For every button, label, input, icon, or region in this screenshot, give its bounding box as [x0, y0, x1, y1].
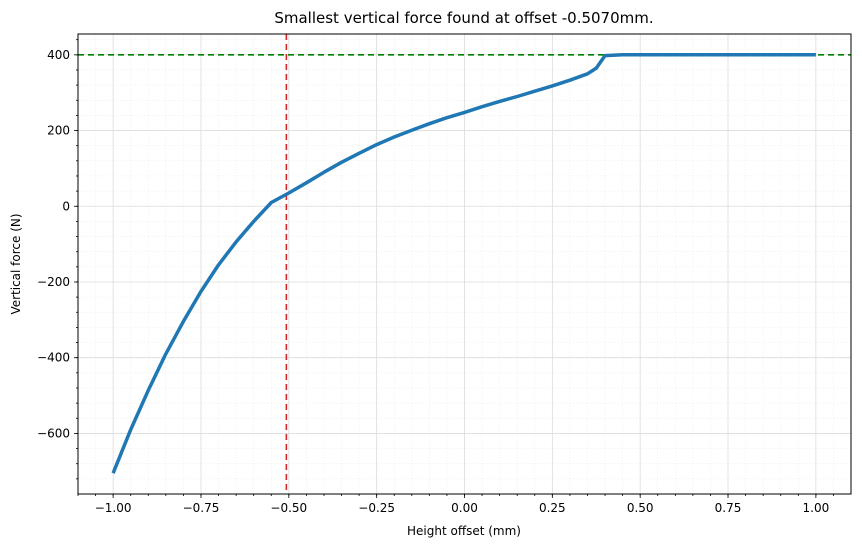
- x-tick-label: −0.25: [358, 501, 395, 515]
- y-tick-label: 0: [62, 199, 70, 213]
- series-line: [111, 53, 816, 474]
- y-tick-label: −600: [37, 426, 70, 440]
- x-tick-label: −1.00: [95, 501, 132, 515]
- y-tick-label: −200: [37, 275, 70, 289]
- x-tick-label: −0.50: [270, 501, 307, 515]
- x-tick-label: −0.75: [183, 501, 220, 515]
- x-tick-label: 0.75: [715, 501, 742, 515]
- y-tick-label: −400: [37, 351, 70, 365]
- x-tick-label: 0.00: [451, 501, 478, 515]
- series-layer: [111, 53, 816, 474]
- x-axis-label: Height offset (mm): [407, 524, 521, 538]
- x-tick-label: 1.00: [803, 501, 830, 515]
- x-axis-ticks: −1.00 −0.75 −0.50 −0.25 0.00 0.25 0.50 0.75 1.00: [77, 494, 834, 515]
- x-tick-label: 0.25: [539, 501, 566, 515]
- y-tick-label: 400: [47, 48, 70, 62]
- chart-title: Smallest vertical force found at offset …: [274, 9, 653, 27]
- y-axis-label: Vertical force (N): [9, 213, 23, 314]
- y-axis-ticks: −600 −400 −200 0 200 400: [37, 39, 78, 480]
- y-tick-label: 200: [47, 124, 70, 138]
- x-tick-label: 0.50: [627, 501, 654, 515]
